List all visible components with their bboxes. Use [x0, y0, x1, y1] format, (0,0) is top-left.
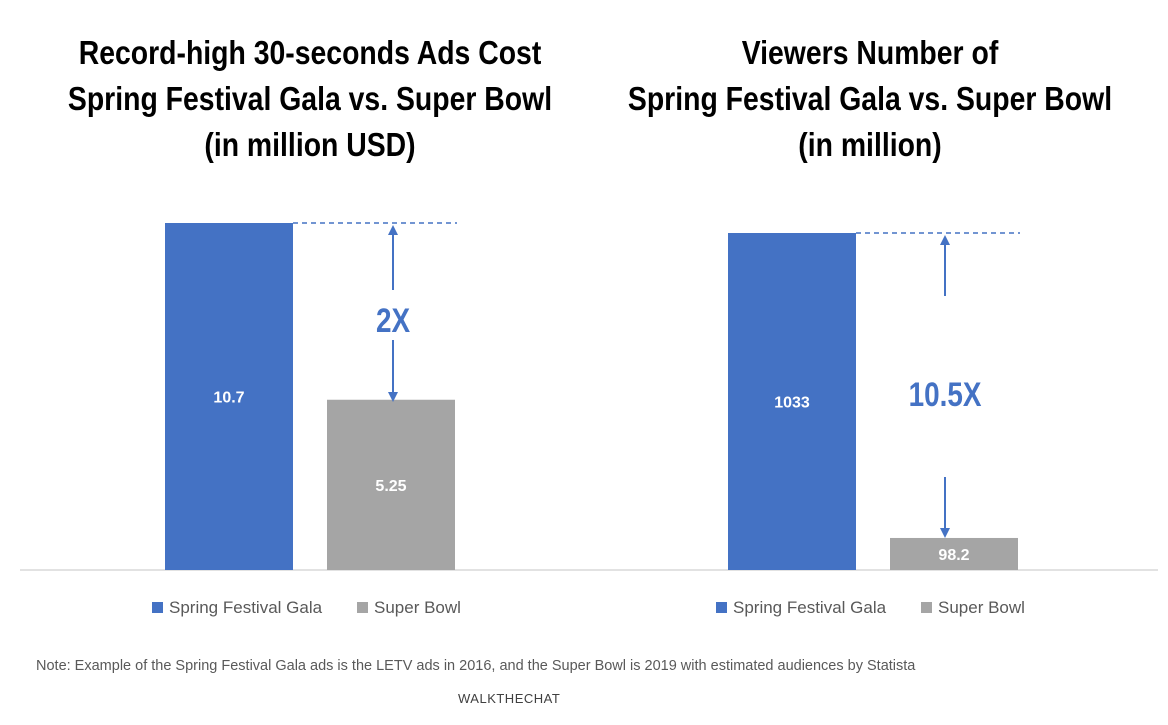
legend-swatch [152, 602, 163, 613]
title-line: Spring Festival Gala vs. Super Bowl [627, 80, 1113, 117]
multiplier-annotation: 2X [376, 301, 410, 339]
bar-super-bowl [890, 537, 1018, 570]
data-label: 98.2 [938, 547, 969, 564]
title-line: Record-high 30-seconds Ads Cost [78, 34, 542, 71]
title-line: Viewers Number of [741, 34, 999, 71]
multiplier-annotation: 10.5X [909, 375, 982, 413]
legend-swatch [716, 602, 727, 613]
data-label: 10.7 [213, 390, 244, 407]
data-label: 1033 [774, 395, 810, 412]
bar-spring-festival-gala [165, 223, 293, 570]
legend-label: Spring Festival Gala [733, 598, 887, 617]
data-label: 5.25 [375, 478, 406, 495]
bar-super-bowl [327, 399, 455, 570]
legend-label: Super Bowl [938, 598, 1025, 617]
chart-title-viewers: Viewers Number of Spring Festival Gala v… [621, 30, 1120, 168]
brand-label: WALKTHECHAT [458, 691, 561, 706]
legend-label: Super Bowl [374, 598, 461, 617]
chart-title-ads-cost: Record-high 30-seconds Ads Cost Spring F… [61, 30, 560, 168]
title-line: (in million USD) [204, 126, 416, 163]
title-line: Spring Festival Gala vs. Super Bowl [67, 80, 553, 117]
legend-label: Spring Festival Gala [169, 598, 323, 617]
legend-swatch [921, 602, 932, 613]
bar-spring-festival-gala [728, 233, 856, 570]
title-line: (in million) [798, 126, 942, 163]
footnote: Note: Example of the Spring Festival Gal… [36, 658, 916, 674]
legend-swatch [357, 602, 368, 613]
